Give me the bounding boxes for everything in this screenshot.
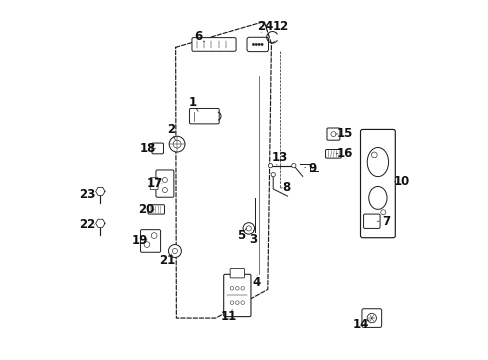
Circle shape xyxy=(172,248,177,253)
FancyBboxPatch shape xyxy=(192,38,236,51)
Circle shape xyxy=(241,301,244,305)
Circle shape xyxy=(235,301,239,305)
Text: 18: 18 xyxy=(139,142,156,155)
FancyBboxPatch shape xyxy=(156,170,174,197)
Text: 17: 17 xyxy=(146,177,163,190)
FancyBboxPatch shape xyxy=(230,269,244,278)
FancyBboxPatch shape xyxy=(363,214,379,228)
Circle shape xyxy=(380,210,385,215)
Circle shape xyxy=(255,43,257,45)
FancyBboxPatch shape xyxy=(189,108,219,124)
Text: 22: 22 xyxy=(79,218,95,231)
Circle shape xyxy=(169,136,184,152)
Text: 14: 14 xyxy=(352,318,368,331)
Circle shape xyxy=(162,188,167,193)
Circle shape xyxy=(252,43,254,45)
Circle shape xyxy=(270,172,275,177)
Text: 1: 1 xyxy=(188,96,196,109)
Text: 16: 16 xyxy=(336,147,352,159)
Text: 11: 11 xyxy=(220,310,236,324)
Text: 8: 8 xyxy=(282,181,290,194)
Polygon shape xyxy=(96,187,105,195)
Circle shape xyxy=(241,287,244,290)
Ellipse shape xyxy=(368,186,386,210)
Text: 2: 2 xyxy=(166,123,175,136)
Circle shape xyxy=(268,163,272,168)
FancyBboxPatch shape xyxy=(223,274,250,317)
Circle shape xyxy=(173,140,181,148)
Circle shape xyxy=(243,223,254,234)
FancyBboxPatch shape xyxy=(148,205,164,214)
FancyBboxPatch shape xyxy=(325,149,341,158)
Text: 15: 15 xyxy=(336,127,352,140)
Text: 3: 3 xyxy=(249,233,257,246)
Text: 12: 12 xyxy=(272,20,288,33)
Text: 9: 9 xyxy=(308,162,316,175)
FancyBboxPatch shape xyxy=(326,128,339,140)
FancyBboxPatch shape xyxy=(361,309,381,327)
Text: 13: 13 xyxy=(271,151,287,164)
FancyBboxPatch shape xyxy=(360,130,394,238)
Circle shape xyxy=(371,152,376,158)
Circle shape xyxy=(230,301,233,305)
FancyBboxPatch shape xyxy=(152,143,163,154)
Circle shape xyxy=(230,287,233,290)
FancyBboxPatch shape xyxy=(246,37,268,51)
Text: 4: 4 xyxy=(252,276,261,289)
Ellipse shape xyxy=(366,148,388,177)
Text: 23: 23 xyxy=(79,188,95,201)
Circle shape xyxy=(330,132,335,136)
Circle shape xyxy=(144,242,149,247)
Circle shape xyxy=(246,226,251,231)
Text: 24: 24 xyxy=(257,20,273,33)
Circle shape xyxy=(258,43,260,45)
Circle shape xyxy=(261,43,263,45)
Text: 10: 10 xyxy=(393,175,409,188)
Circle shape xyxy=(168,244,181,257)
Circle shape xyxy=(366,314,376,323)
Text: 5: 5 xyxy=(236,229,244,242)
Polygon shape xyxy=(96,219,105,227)
Text: 6: 6 xyxy=(193,30,202,43)
Text: 19: 19 xyxy=(131,234,148,247)
Text: 20: 20 xyxy=(138,203,154,216)
Text: 7: 7 xyxy=(381,215,389,228)
Circle shape xyxy=(162,177,167,183)
Text: 21: 21 xyxy=(159,254,175,267)
FancyBboxPatch shape xyxy=(140,230,160,252)
Circle shape xyxy=(291,163,295,168)
Circle shape xyxy=(151,233,157,238)
FancyBboxPatch shape xyxy=(150,177,158,190)
Circle shape xyxy=(235,287,239,290)
